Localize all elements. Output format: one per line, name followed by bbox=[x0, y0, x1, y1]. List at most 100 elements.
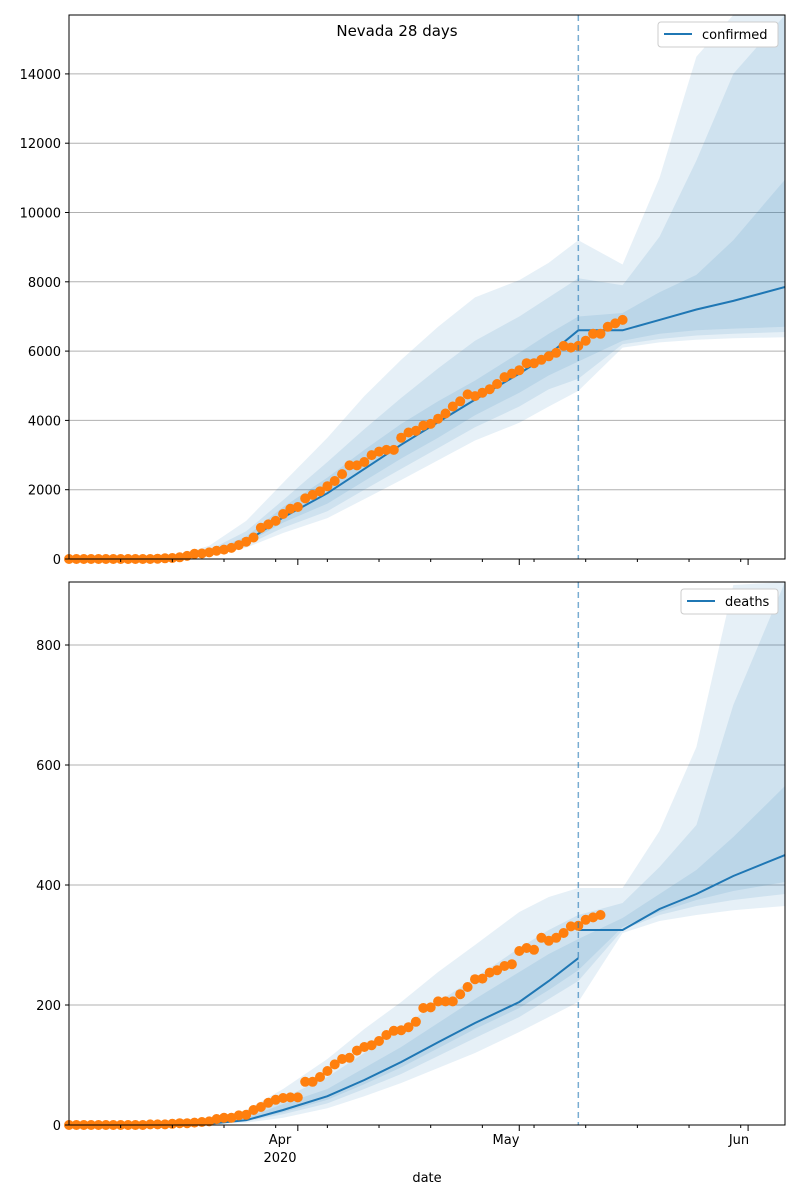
y-tick-label: 0 bbox=[53, 553, 61, 568]
median-line-forecast bbox=[578, 286, 785, 332]
observed-point bbox=[344, 460, 355, 471]
observed-point bbox=[322, 481, 333, 492]
x-axis-label: date bbox=[412, 1171, 441, 1186]
deaths-legend: deaths bbox=[680, 588, 779, 615]
observed-point bbox=[351, 1045, 362, 1056]
observed-point bbox=[211, 1114, 222, 1124]
observed-point bbox=[160, 553, 170, 564]
y-tick-label: 6000 bbox=[28, 345, 61, 360]
observed-point bbox=[145, 1119, 156, 1130]
observed-point bbox=[595, 910, 606, 920]
y-tick-label: 4000 bbox=[28, 414, 61, 429]
confirmed-legend: confirmed bbox=[657, 21, 779, 48]
y-tick-label: 800 bbox=[36, 639, 61, 654]
forecast-band-0 bbox=[69, 582, 785, 1125]
observed-point bbox=[588, 328, 599, 339]
confirmed-y-axis: 0 2000 4000 6000 8000 10000 12000 14000 bbox=[20, 68, 69, 568]
observed-point bbox=[315, 486, 325, 497]
observed-point bbox=[499, 372, 510, 383]
x-tick-label-year: 2020 bbox=[263, 1151, 296, 1166]
observed-point bbox=[329, 1059, 340, 1070]
observed-point bbox=[425, 1002, 436, 1013]
observed-point bbox=[396, 432, 407, 443]
observed-point bbox=[307, 489, 318, 500]
observed-point bbox=[241, 536, 252, 547]
deaths-y-axis: 0 200 400 600 800 bbox=[36, 639, 69, 1134]
observed-point bbox=[285, 1092, 296, 1103]
observed-point bbox=[551, 347, 562, 358]
observed-point bbox=[381, 444, 392, 455]
confirmed-x-axis bbox=[120, 559, 749, 565]
observed-point bbox=[329, 476, 340, 486]
observed-point bbox=[248, 532, 259, 543]
observed-point bbox=[278, 509, 289, 519]
observed-point bbox=[418, 1003, 429, 1013]
deaths-forecast-bands bbox=[69, 582, 785, 1125]
forecast-band-1 bbox=[69, 582, 785, 1125]
y-tick-label: 8000 bbox=[28, 276, 61, 291]
observed-point bbox=[255, 1102, 266, 1112]
x-tick-label-apr: Apr bbox=[269, 1133, 292, 1148]
observed-point bbox=[315, 1072, 325, 1082]
observed-point bbox=[211, 545, 222, 556]
deaths-legend-label: deaths bbox=[725, 595, 770, 610]
observed-point bbox=[196, 548, 207, 559]
observed-point bbox=[440, 408, 451, 419]
observed-point bbox=[366, 1040, 377, 1051]
y-tick-label: 2000 bbox=[28, 484, 61, 499]
observed-point bbox=[182, 1118, 193, 1129]
deaths-panel: 0 200 400 600 800 deaths bbox=[36, 581, 786, 1134]
confirmed-legend-box bbox=[657, 21, 779, 48]
deaths-legend-box bbox=[680, 588, 779, 615]
observed-point bbox=[263, 519, 274, 530]
observed-point bbox=[174, 552, 185, 563]
confirmed-gridlines bbox=[69, 73, 785, 491]
confirmed-panel: 0 2000 4000 6000 8000 10000 12000 14000 Nevada … bbox=[20, 14, 786, 568]
observed-point bbox=[433, 413, 444, 424]
deaths-plot-frame bbox=[68, 581, 786, 1126]
deaths-x-axis bbox=[120, 1125, 749, 1131]
observed-point bbox=[167, 553, 178, 563]
chart-title: Nevada 28 days bbox=[336, 22, 457, 40]
forecast-band-0 bbox=[69, 15, 785, 559]
observed-point bbox=[410, 425, 421, 436]
observed-point bbox=[462, 982, 473, 992]
observed-point bbox=[440, 996, 451, 1007]
observed-point bbox=[167, 1118, 178, 1129]
observed-point bbox=[543, 351, 554, 362]
observed-point bbox=[322, 1066, 333, 1076]
observed-point bbox=[433, 996, 444, 1007]
y-tick-label: 200 bbox=[36, 999, 61, 1014]
observed-point bbox=[300, 493, 311, 504]
observed-point bbox=[506, 959, 517, 970]
observed-point bbox=[617, 314, 628, 325]
x-tick-label-jun: Jun bbox=[728, 1133, 749, 1148]
observed-point bbox=[455, 396, 466, 407]
confirmed-forecast-bands bbox=[69, 15, 785, 559]
observed-point bbox=[278, 1093, 289, 1103]
forecast-band-1 bbox=[69, 15, 785, 559]
observed-point bbox=[558, 928, 569, 938]
observed-point bbox=[374, 1036, 384, 1046]
confirmed-plot-frame bbox=[68, 14, 786, 560]
observed-point bbox=[381, 1030, 392, 1040]
observed-point bbox=[152, 1119, 163, 1130]
observed-point bbox=[521, 358, 532, 369]
observed-point bbox=[595, 328, 606, 339]
observed-point bbox=[344, 1052, 355, 1063]
observed-point bbox=[337, 1054, 348, 1064]
observed-point bbox=[492, 965, 503, 976]
observed-point bbox=[160, 1119, 170, 1130]
observed-point bbox=[270, 515, 281, 526]
observed-point bbox=[529, 944, 539, 955]
observed-point bbox=[551, 932, 562, 943]
observed-point bbox=[337, 469, 348, 480]
observed-point bbox=[536, 354, 547, 365]
y-tick-label: 600 bbox=[36, 759, 61, 774]
observed-point bbox=[470, 974, 480, 985]
observed-point bbox=[174, 1118, 185, 1129]
observed-point bbox=[219, 1112, 229, 1123]
y-tick-label: 14000 bbox=[20, 68, 61, 83]
confirmed-legend-label: confirmed bbox=[702, 28, 768, 43]
